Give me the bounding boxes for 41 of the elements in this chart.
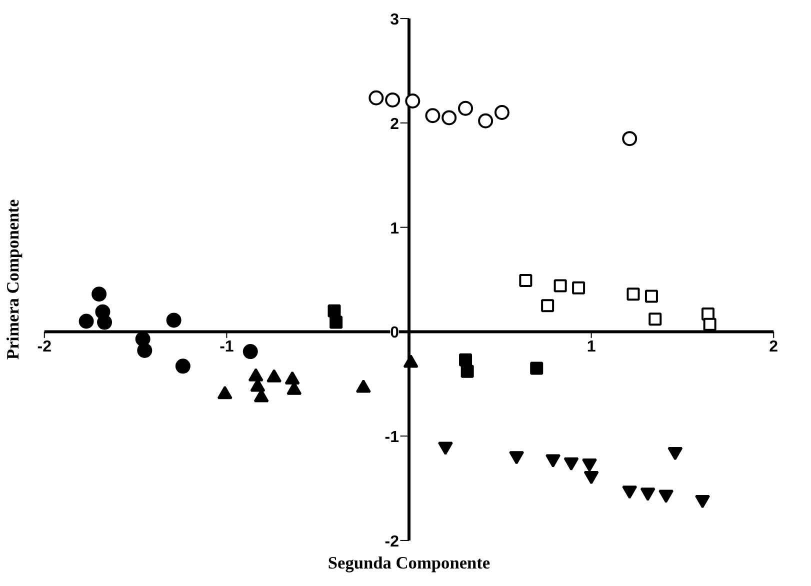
y-tick-label: 2 [390, 116, 400, 133]
point [572, 281, 586, 294]
y-axis-title: Primera Componente [4, 199, 22, 360]
point [166, 312, 182, 328]
point [242, 344, 258, 360]
y-tick-label: -2 [384, 533, 400, 550]
point [460, 364, 474, 378]
point [97, 314, 112, 330]
point [554, 279, 567, 292]
point [478, 113, 494, 128]
point [519, 274, 532, 288]
point [425, 108, 440, 124]
x-tick-label: 1 [586, 338, 596, 356]
x-tick-label: -2 [37, 338, 52, 356]
point [328, 304, 341, 318]
point [494, 105, 510, 120]
point [405, 94, 420, 108]
y-tick-label: 3 [390, 12, 400, 29]
point [541, 299, 554, 312]
point [626, 288, 640, 301]
y-tick-label: 0 [390, 324, 400, 342]
point [458, 100, 474, 116]
point [530, 362, 544, 375]
y-tick-label: -1 [384, 429, 400, 446]
point [330, 316, 343, 329]
point [644, 290, 658, 303]
point [459, 353, 472, 366]
x-tick-label: -1 [220, 338, 234, 356]
point [648, 312, 662, 326]
point [92, 286, 107, 302]
x-tick-label: 2 [769, 338, 778, 356]
point [78, 314, 94, 329]
point [442, 110, 457, 126]
point [175, 358, 190, 374]
point [385, 92, 400, 108]
point [622, 131, 638, 146]
point [703, 318, 716, 331]
point [137, 342, 152, 358]
y-tick-label: 1 [390, 220, 400, 238]
x-axis-title: Segunda Componente [328, 554, 490, 572]
point [368, 90, 384, 106]
